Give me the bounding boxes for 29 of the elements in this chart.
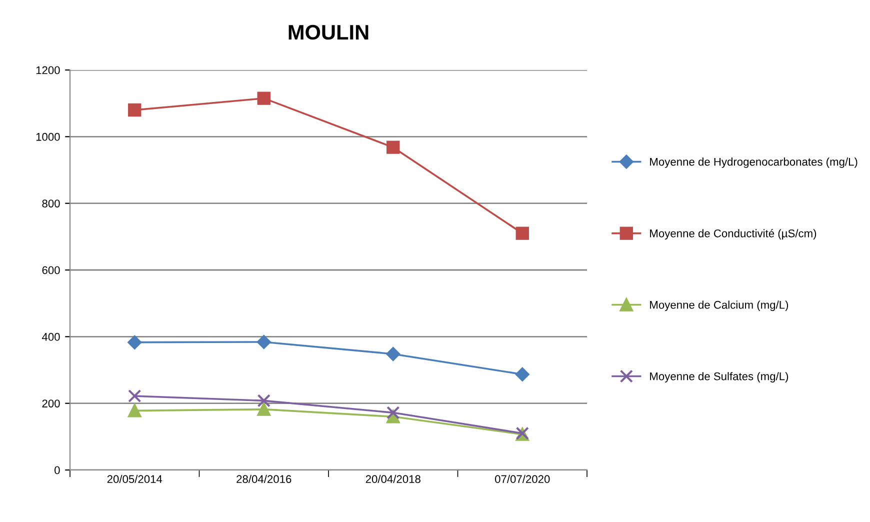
- point: [128, 389, 142, 403]
- point: [516, 226, 529, 240]
- point: [386, 347, 400, 361]
- point: [257, 394, 270, 408]
- y-tick-label: 800: [42, 200, 60, 208]
- legend-label: Moyenne de Sulfates (mg/L): [650, 372, 788, 382]
- legend-label: Moyenne de Calcium (mg/L): [650, 300, 788, 311]
- point: [386, 406, 400, 420]
- point: [515, 367, 530, 382]
- legend-label: Moyenne de Hydrogenocarbonates (mg/L): [650, 158, 858, 168]
- y-tick-label: 0: [54, 466, 60, 474]
- x-tick-label: 28/04/2016: [236, 474, 292, 484]
- point: [257, 402, 270, 416]
- y-tick-label: 1000: [36, 132, 60, 141]
- point: [128, 404, 142, 418]
- chart-title: MOULIN: [288, 24, 368, 40]
- point: [386, 140, 400, 154]
- point: [128, 335, 142, 350]
- y-tick-label: 400: [42, 332, 60, 341]
- x-tick-label: 20/05/2014: [107, 474, 162, 484]
- x-tick-label: 07/07/2020: [495, 474, 550, 484]
- point: [257, 92, 270, 105]
- y-tick-label: 200: [42, 400, 60, 408]
- point: [256, 335, 271, 349]
- point: [128, 103, 142, 117]
- x-tick-label: 20/04/2018: [366, 474, 420, 484]
- legend-label: Moyenne de Conductivité (µS/cm): [650, 229, 816, 240]
- y-tick-label: 1200: [36, 66, 60, 74]
- y-tick-label: 600: [42, 266, 60, 274]
